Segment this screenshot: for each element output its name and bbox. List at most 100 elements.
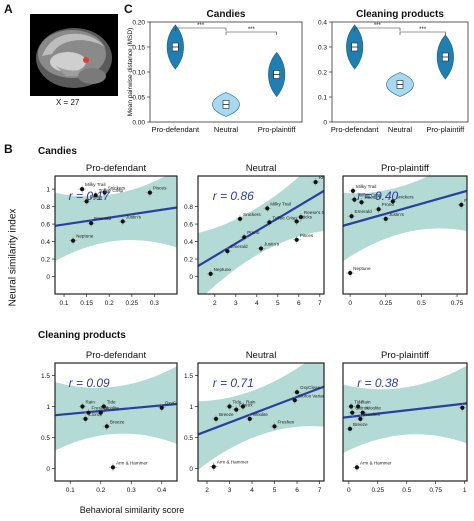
data-point: [80, 187, 85, 192]
violin-title: Candies: [207, 9, 246, 20]
significance-bracket: [399, 31, 446, 35]
point-label: Clorox: [89, 412, 103, 417]
point-label: Neptune: [76, 234, 94, 239]
data-point: [349, 214, 354, 219]
point-label: Woolite: [253, 412, 269, 417]
scatter-ytick-label: 0: [46, 466, 50, 473]
violin-ytick-label: 0.15: [132, 45, 145, 52]
point-label: Emerald: [94, 216, 112, 221]
scatter-frame: [342, 362, 468, 482]
data-point: [110, 465, 116, 470]
data-point: [211, 464, 216, 469]
scatter-ytick-label: 0.8: [41, 204, 50, 211]
point-label: Milky Trail: [356, 184, 376, 189]
scatter-frame: [197, 175, 325, 295]
data-point: [354, 465, 360, 470]
data-point: [376, 207, 381, 212]
scatter-frame: [342, 175, 468, 295]
data-point: [86, 410, 91, 415]
scatter-ytick-label: 0.8: [184, 204, 193, 211]
data-point: [213, 416, 219, 421]
behavioral-similarity-xlabel: Behavioral similarity score: [79, 505, 185, 515]
point-label: Tide: [233, 399, 242, 404]
point-label: Snickers: [396, 194, 414, 199]
scatter-title: Neutral: [246, 163, 277, 174]
scatter-ytick-label: 0.2: [41, 257, 50, 264]
violin-category-label: Pro-defendant: [331, 125, 379, 134]
scatter-xtick-label: 0.5: [402, 487, 411, 494]
scatter-xtick-label: 0.4: [157, 487, 166, 494]
scatter-ytick-label: 0.4: [41, 239, 50, 246]
scatter-title: Pro-defendant: [86, 163, 147, 174]
data-point: [349, 404, 354, 409]
violin-ytick-label: 0.10: [132, 70, 145, 77]
correlation-value: r = 0.09: [69, 376, 110, 390]
scatter-frame: [54, 175, 178, 295]
confidence-band: [55, 176, 177, 262]
data-point: [84, 199, 89, 204]
data-point: [234, 407, 239, 412]
point-label: Rain: [361, 399, 371, 404]
scatter-xtick-label: 7: [318, 300, 322, 307]
point-label: Clorox: [355, 406, 369, 411]
scatter-ytick-label: 0: [189, 274, 193, 281]
point-label: Freshen: [278, 419, 295, 424]
data-point: [292, 398, 297, 403]
violin-ytick-label: 0.00: [132, 120, 145, 127]
scatter-xtick-label: 0.2: [96, 487, 105, 494]
significance-stars: ***: [197, 23, 205, 29]
scatter-plot-area: Reese's Milky Trail Snickers Toffee Crisp Re…: [198, 176, 325, 294]
data-point: [350, 188, 356, 193]
point-label: Neptune: [214, 267, 232, 272]
violin-category-label: Neutral: [388, 125, 413, 134]
scatter-xtick-label: 0.2: [105, 300, 114, 307]
data-point: [80, 404, 85, 409]
point-label: Prono: [247, 230, 260, 235]
scatter-xtick-label: 0.25: [379, 300, 392, 307]
point-label: Tide: [107, 399, 116, 404]
data-point: [352, 197, 357, 202]
violin-category-label: Pro-plaintiff: [258, 125, 297, 134]
point-label: Snickers: [243, 212, 261, 217]
confidence-band: [343, 176, 467, 262]
regression-line: [343, 402, 467, 419]
scatter-ytick-label: 0.5: [41, 435, 50, 442]
point-label: Clorox Variant: [298, 393, 327, 398]
correlation-value: r = 0.86: [213, 189, 254, 203]
data-point: [294, 237, 299, 242]
data-point: [298, 214, 303, 220]
scatter-xtick-label: 3: [228, 487, 232, 494]
significance-bracket: [225, 31, 277, 35]
data-point: [247, 416, 252, 421]
point-label: Toffee Crisp: [272, 215, 297, 220]
point-label: Breeze: [353, 422, 368, 427]
data-point: [460, 405, 465, 410]
scatter-ytick-label: 1: [46, 187, 50, 194]
scatter-ytick-label: 1: [189, 404, 193, 411]
point-label: Breeze: [110, 419, 125, 424]
regression-line: [198, 385, 324, 436]
data-point: [70, 238, 76, 243]
data-point: [237, 216, 243, 221]
violin-ytick-label: 0.20: [132, 20, 145, 27]
scatter-xtick-label: 0.1: [60, 300, 69, 307]
point-label: Reese's 5: [304, 210, 325, 215]
data-point: [93, 193, 98, 198]
scatter-xtick-label: 0.1: [66, 487, 75, 494]
scatter-xtick-label: 6: [297, 300, 301, 307]
scatter-xtick-label: 0.5: [417, 300, 426, 307]
scatter-ytick-label: 0: [189, 466, 193, 473]
point-label: Freshen: [92, 406, 109, 411]
data-point: [313, 180, 318, 185]
correlation-value: r = 0.17: [69, 189, 111, 203]
point-label: Prono: [90, 194, 103, 199]
regression-line: [198, 189, 324, 267]
point-label: Arm & Hammer: [116, 460, 148, 465]
scatter-xtick-label: 1: [463, 487, 467, 494]
point-label: Tide: [354, 399, 363, 404]
point-label: Milky Trail: [270, 201, 290, 206]
data-point: [348, 270, 353, 276]
